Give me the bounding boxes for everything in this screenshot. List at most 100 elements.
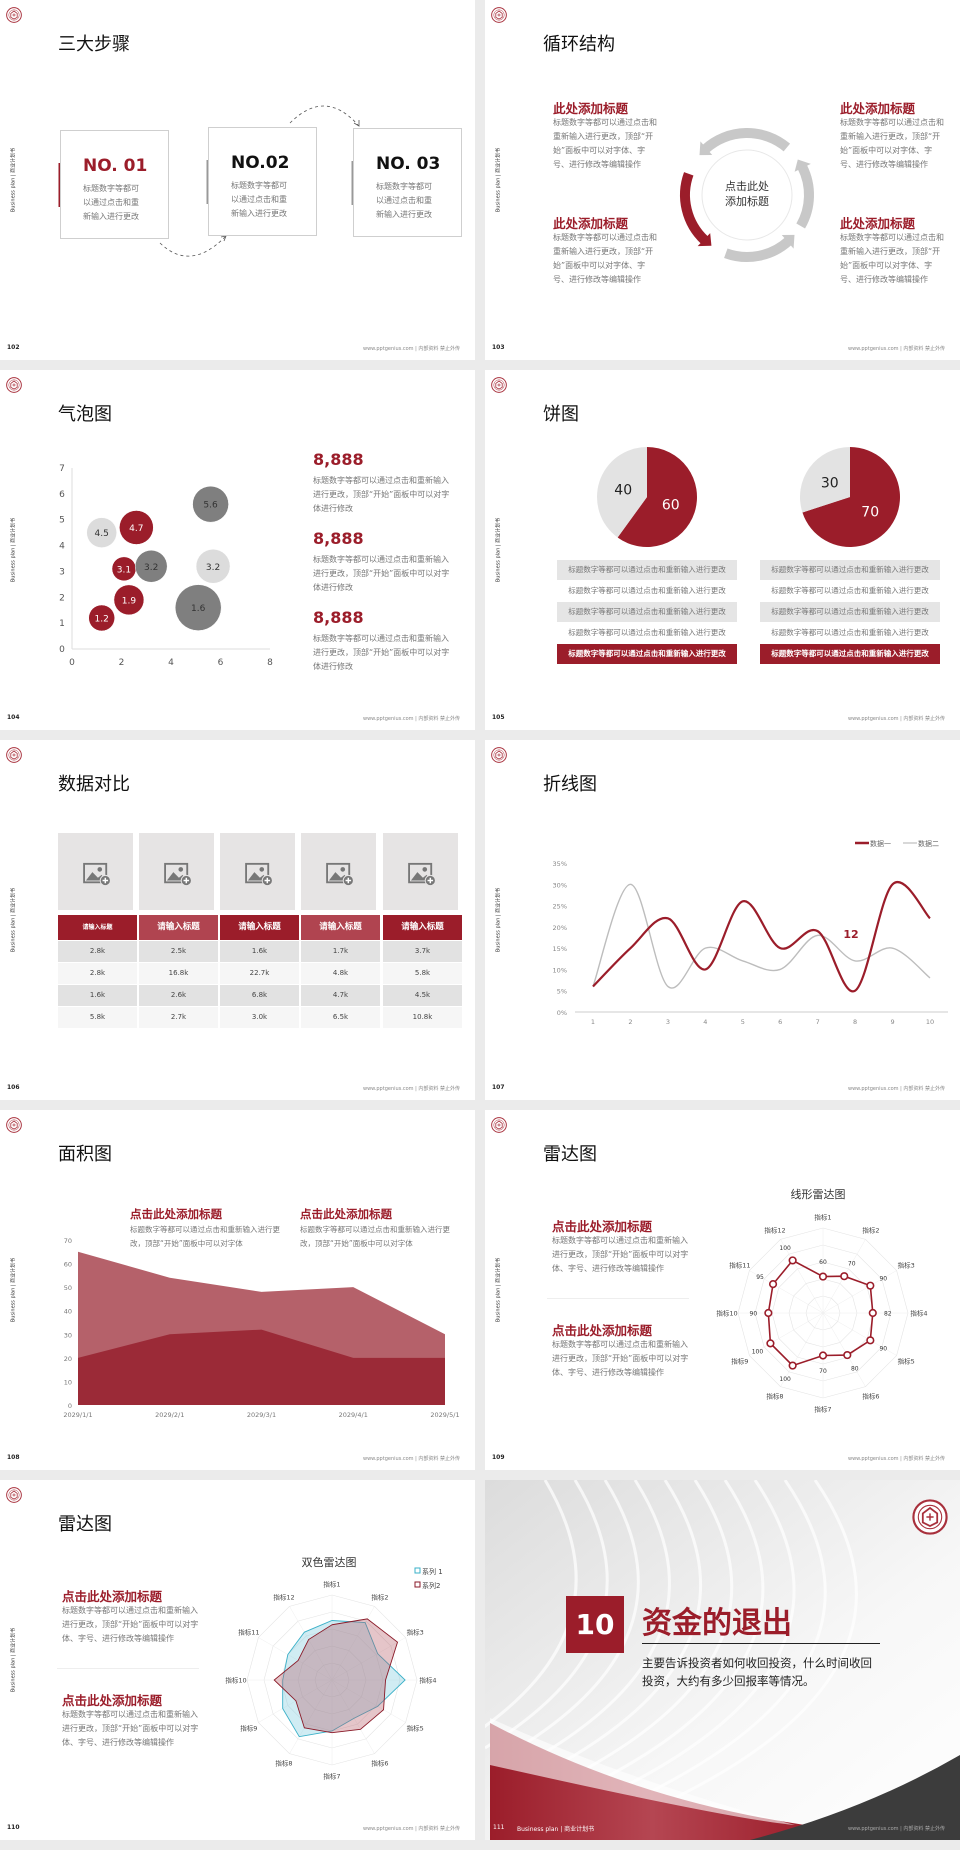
legend-row: 标题数字等都可以通过点击和重新输入进行更改: [760, 644, 940, 664]
stat-value: 8,888: [313, 450, 364, 469]
stat-text: 标题数字等都可以通过点击和重新输入进行更改，顶部“开始”面板中可以对字体进行修改: [313, 476, 450, 513]
slide-105[interactable]: 饼图 Business plan | 商业计划书 105 www.pptgenius…: [485, 370, 960, 730]
step-text: 标题数字等都可以通过点击和重新输入进行更改: [376, 182, 432, 219]
y-tick-label: 20: [64, 1355, 72, 1363]
dashed-arrow: [289, 105, 359, 126]
table-cell: 2.7k: [139, 1007, 218, 1028]
section-description: 主要告诉投资者如何收回投资，什么时间收回投资，大约有多少回报率等情况。: [642, 1656, 872, 1688]
table-header: 请输入标题: [301, 915, 380, 940]
item-heading[interactable]: 点击此处添加标题: [552, 1323, 653, 1338]
center-title[interactable]: 点击此处添加标题: [725, 180, 769, 208]
y-tick-label: 4: [59, 542, 65, 552]
decorative-swoosh: [524, 1480, 671, 1766]
table-header: 请输入标题: [220, 915, 299, 940]
radar-spoke: [780, 1312, 824, 1387]
university-logo: [491, 1117, 507, 1133]
item-heading[interactable]: 点击此处添加标题: [300, 1207, 392, 1221]
footer-text: www.pptgenius.com | 内部资料 禁止外传: [847, 1456, 945, 1462]
step-card[interactable]: [60, 130, 169, 239]
slide-title: 饼图: [543, 404, 579, 425]
slide-title: 面积图: [58, 1144, 112, 1165]
step-card[interactable]: [353, 128, 462, 237]
item-text: 标题数字等都可以通过点击和重新输入进行更改，顶部“开始”面板中可以对字体: [300, 1225, 450, 1248]
cycle-arrow: [796, 164, 814, 229]
y-tick-label: 50: [64, 1284, 72, 1292]
page-number: 107: [492, 1084, 505, 1091]
radar-point: [843, 1350, 852, 1360]
divider: [547, 1298, 689, 1299]
university-logo: [491, 377, 507, 393]
x-tick-label: 1: [591, 1018, 595, 1026]
radar-spoke: [258, 1679, 333, 1723]
series-line: [592, 883, 931, 989]
radar-spoke: [780, 1239, 824, 1314]
radar-spoke: [749, 1270, 824, 1314]
x-tick-label: 7: [816, 1018, 820, 1026]
slide-111[interactable]: 10 资金的退出 主要告诉投资者如何收回投资，什么时间收回投资，大约有多少回报率等情…: [485, 1480, 960, 1840]
radar-axis-label: 指标3: [898, 1261, 915, 1270]
item-heading[interactable]: 点击此处添加标题: [62, 1693, 163, 1708]
x-tick-label: 2029/3/1: [247, 1411, 276, 1419]
image-placeholder[interactable]: [301, 833, 376, 910]
x-tick-label: 2029/4/1: [339, 1411, 368, 1419]
slide-103[interactable]: 循环结构 Business plan | 商业计划书 103 www.pptgeni…: [485, 0, 960, 360]
cover-background: [485, 1480, 960, 1840]
radar-value-label: 82: [884, 1311, 892, 1318]
arrowhead-icon: [697, 233, 712, 247]
radar-spoke: [258, 1637, 333, 1681]
x-tick-label: 3: [666, 1018, 670, 1026]
decorative-swoosh: [604, 1480, 796, 1798]
slide-title: 数据对比: [58, 774, 130, 795]
dashed-arrow: [159, 236, 226, 257]
y-tick-label: 5: [59, 516, 65, 526]
slide-102[interactable]: 三大步骤 Business plan | 商业计划书 102 www.pptgeni…: [0, 0, 475, 360]
legend-label: 数据二: [918, 839, 939, 848]
item-text: 标题数字等都可以通过点击和重新输入进行更改，顶部“开始”面板中可以对字体: [130, 1225, 280, 1248]
image-placeholder[interactable]: [139, 833, 214, 910]
slide-107[interactable]: 折线图 Business plan | 商业计划书 107 www.pptgeniu…: [485, 740, 960, 1100]
table-cell: 1.7k: [301, 941, 380, 962]
image-placeholder[interactable]: [383, 833, 458, 910]
legend-row: 标题数字等都可以通过点击和重新输入进行更改: [557, 602, 737, 622]
slide-title: 折线图: [543, 774, 597, 795]
step-card[interactable]: [208, 127, 317, 236]
cycle-arrow: [702, 128, 791, 153]
legend-row: 标题数字等都可以通过点击和重新输入进行更改: [760, 623, 940, 643]
university-seal-logo: [912, 1499, 948, 1535]
image-placeholder[interactable]: [58, 833, 133, 910]
radar-axis-label: 指标9: [240, 1724, 257, 1733]
radar-axis-label: 指标5: [898, 1357, 915, 1366]
pie-label: 40: [614, 482, 632, 498]
table-cell: 16.8k: [139, 963, 218, 984]
item-heading[interactable]: 此处添加标题: [553, 101, 629, 116]
radar-spoke: [822, 1312, 866, 1387]
bubble: [119, 510, 154, 545]
radar-value-label: 60: [819, 1259, 827, 1266]
item-heading[interactable]: 此处添加标题: [840, 216, 916, 231]
item-text: 标题数字等都可以通过点击和重新输入进行更改，顶部“开始”面板中可以对字体、字号、…: [62, 1606, 199, 1643]
slide-104[interactable]: 气泡图 Business plan | 商业计划书 104 www.pptgeniu…: [0, 370, 475, 730]
x-tick-label: 6: [778, 1018, 782, 1026]
item-heading[interactable]: 点击此处添加标题: [552, 1219, 653, 1234]
dark-wave: [750, 1755, 960, 1840]
y-tick-label: 7: [59, 464, 65, 474]
bubble-label: 3.2: [206, 563, 220, 573]
decorative-swoosh: [564, 1480, 734, 1782]
y-tick-label: 0%: [557, 1009, 567, 1017]
item-heading[interactable]: 此处添加标题: [553, 216, 629, 231]
table-cell: 1.6k: [58, 985, 137, 1006]
add-image-icon: [326, 862, 354, 886]
slide-109[interactable]: 雷达图 Business plan | 商业计划书 109 www.pptgeniu…: [485, 1110, 960, 1470]
pie-charts: 60 40 70 30: [597, 447, 900, 547]
item-heading[interactable]: 点击此处添加标题: [130, 1207, 222, 1221]
item-text: 标题数字等都可以通过点击和重新输入进行更改，顶部“开始”面板中可以对字体、字号、…: [552, 1340, 689, 1377]
radar-value-label: 70: [819, 1368, 827, 1375]
footer-text: www.pptgenius.com | 内部资料 禁止外传: [362, 1826, 460, 1832]
image-placeholder[interactable]: [220, 833, 295, 910]
cycle-diagram: [680, 128, 814, 262]
slide-110[interactable]: 雷达图 Business plan | 商业计划书 110 www.pptgeniu…: [0, 1480, 475, 1840]
item-heading[interactable]: 此处添加标题: [840, 101, 916, 116]
slide-108[interactable]: 面积图 Business plan | 商业计划书 108 www.pptgeniu…: [0, 1110, 475, 1470]
slide-106[interactable]: 数据对比 Business plan | 商业计划书 106 www.pptgeni…: [0, 740, 475, 1100]
item-heading[interactable]: 点击此处添加标题: [62, 1589, 163, 1604]
